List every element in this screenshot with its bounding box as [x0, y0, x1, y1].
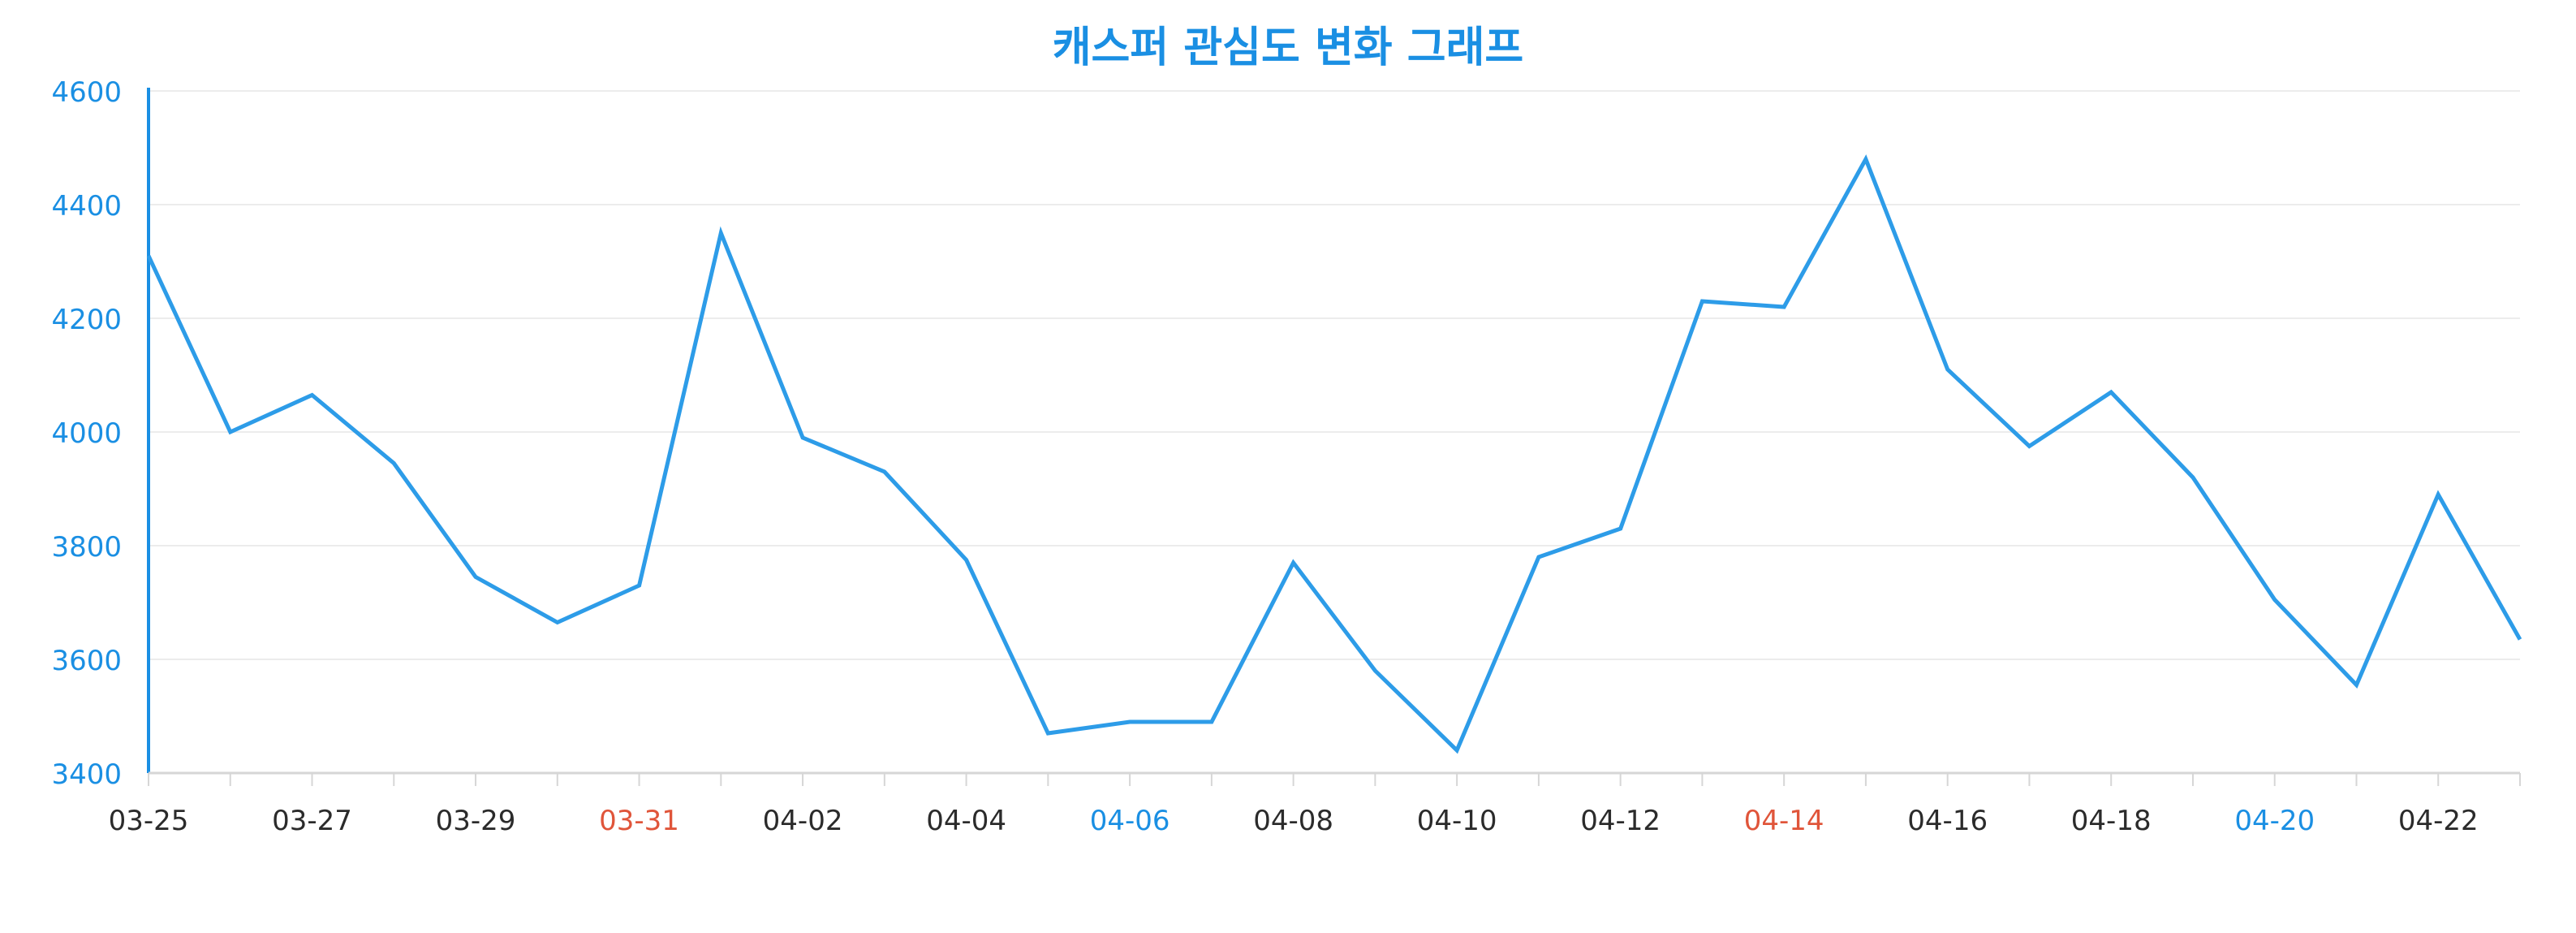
- y-tick-label: 4600: [51, 76, 122, 109]
- data-point: [228, 430, 233, 434]
- x-tick-label: 03-29: [436, 805, 516, 837]
- data-point: [1618, 526, 1623, 531]
- series-line: [146, 154, 2522, 754]
- data-point: [2109, 390, 2113, 395]
- data-point: [1454, 748, 1459, 753]
- y-tick-label: 3400: [51, 758, 122, 791]
- data-point: [146, 253, 151, 258]
- data-point: [1536, 555, 1541, 559]
- x-tick-label: 04-16: [1907, 805, 1988, 837]
- data-point: [473, 575, 478, 580]
- data-point: [1372, 668, 1377, 673]
- y-tick-label: 4000: [51, 417, 122, 450]
- x-tick-label: 03-31: [599, 805, 679, 837]
- data-point: [1945, 367, 1950, 372]
- x-tick-label: 04-12: [1580, 805, 1661, 837]
- data-point: [1863, 157, 1868, 162]
- data-point: [718, 231, 723, 235]
- data-point: [2436, 492, 2440, 497]
- x-tick-label: 04-20: [2234, 805, 2315, 837]
- data-point: [1045, 731, 1050, 736]
- x-tick-label: 04-14: [1744, 805, 1824, 837]
- tick-labels: 3400 3600 3800 4000 4200 4400 4600 03-25 03-27 03…: [51, 76, 2478, 837]
- x-tick-label: 04-04: [926, 805, 1006, 837]
- data-point: [637, 583, 642, 588]
- x-tick-label: 04-02: [763, 805, 843, 837]
- grid-lines: [149, 90, 2520, 660]
- data-point: [1699, 299, 1704, 304]
- data-point: [2027, 444, 2031, 449]
- data-point: [2518, 637, 2522, 642]
- axes: [147, 88, 2521, 786]
- data-point: [2190, 475, 2195, 480]
- data-point: [1127, 719, 1132, 724]
- chart-title: 캐스퍼 관심도 변화 그래프: [1053, 24, 1524, 72]
- x-tick-label: 03-25: [109, 805, 189, 837]
- y-tick-label: 3600: [51, 645, 122, 677]
- y-tick-label: 3800: [51, 531, 122, 564]
- data-point: [1291, 560, 1296, 565]
- x-tick-label: 04-10: [1417, 805, 1497, 837]
- series: [146, 154, 2522, 754]
- data-point: [2272, 598, 2277, 603]
- data-point: [964, 558, 969, 563]
- data-point: [1781, 305, 1786, 309]
- data-point: [800, 435, 805, 440]
- data-point: [310, 393, 315, 398]
- y-tick-label: 4400: [51, 190, 122, 222]
- data-point: [1209, 719, 1214, 724]
- data-point: [882, 469, 887, 474]
- x-tick-label: 04-06: [1090, 805, 1170, 837]
- y-tick-label: 4200: [51, 304, 122, 336]
- data-point: [555, 620, 560, 625]
- x-tick-label: 04-18: [2071, 805, 2152, 837]
- data-point: [2354, 683, 2358, 688]
- x-tick-label: 04-08: [1253, 805, 1333, 837]
- data-point: [391, 461, 396, 466]
- x-tick-label: 03-27: [272, 805, 352, 837]
- x-tick-label: 04-22: [2398, 805, 2479, 837]
